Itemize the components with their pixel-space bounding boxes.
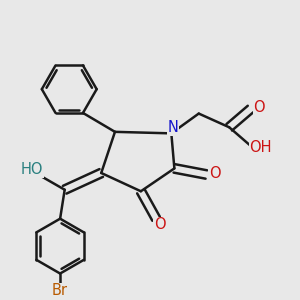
Text: O: O	[154, 217, 166, 232]
Text: O: O	[253, 100, 265, 115]
Text: N: N	[167, 120, 178, 135]
Text: O: O	[209, 167, 221, 182]
Text: Br: Br	[52, 284, 68, 298]
Text: OH: OH	[249, 140, 272, 155]
Text: HO: HO	[20, 162, 43, 177]
